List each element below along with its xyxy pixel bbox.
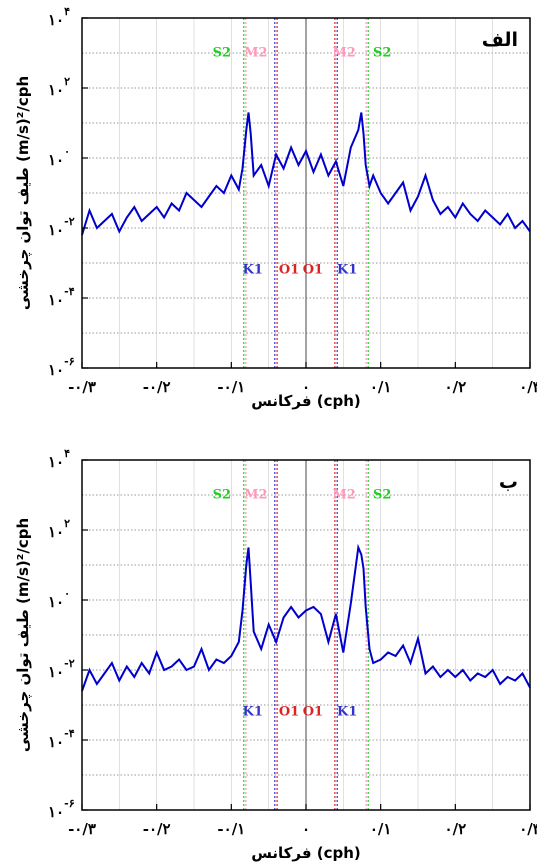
y-tick-exp: ۰ <box>64 145 70 158</box>
constituent-label-s2: S2 <box>373 488 391 503</box>
y-axis-label: طیف توان چرخشی (m/s)²/cph <box>14 518 33 752</box>
y-tick-base: ۱۰ <box>48 151 64 169</box>
y-tick-exp: -۶ <box>64 355 75 368</box>
y-tick-label: ۱۰-۶ <box>48 355 75 379</box>
y-tick-exp: ۲ <box>64 517 70 530</box>
y-tick-base: ۱۰ <box>48 453 64 471</box>
y-tick-base: ۱۰ <box>48 663 64 681</box>
x-tick-label: ۰ <box>302 820 310 838</box>
y-tick-base: ۱۰ <box>48 803 64 821</box>
y-tick-exp: ۰ <box>64 587 70 600</box>
constituent-label-s2: S2 <box>213 488 231 503</box>
y-tick-label: ۱۰۲ <box>48 517 70 541</box>
y-axis-label: طیف توان چرخشی (m/s)²/cph <box>14 76 33 310</box>
y-tick-base: ۱۰ <box>48 221 64 239</box>
spectrum-series-line <box>81 543 531 692</box>
constituent-label-k1: K1 <box>243 263 263 278</box>
y-tick-base: ۱۰ <box>48 523 64 541</box>
constituent-label-m2: M2 <box>332 46 355 61</box>
y-tick-label: ۱۰-۲ <box>48 657 75 681</box>
constituent-label-o1: O1 <box>279 705 299 720</box>
y-tick-exp: ۴ <box>64 447 70 460</box>
x-tick-label: ۰/۲ <box>445 378 467 396</box>
panel-label: ب <box>499 471 518 493</box>
x-tick-label: -۰/۱ <box>217 820 245 838</box>
y-tick-label: ۱۰۰ <box>48 587 70 611</box>
panel-label: الف <box>482 29 518 51</box>
constituent-label-o1: O1 <box>303 705 323 720</box>
y-tick-label: ۱۰-۶ <box>48 797 75 821</box>
constituent-label-m2: M2 <box>244 488 267 503</box>
y-tick-label: ۱۰۰ <box>48 145 70 169</box>
x-tick-label: ۰ <box>302 378 310 396</box>
constituent-label-m2: M2 <box>332 488 355 503</box>
constituent-label-o1: O1 <box>303 263 323 278</box>
x-tick-label: ۰/۲ <box>445 820 467 838</box>
y-tick-base: ۱۰ <box>48 81 64 99</box>
y-tick-label: ۱۰۲ <box>48 75 70 99</box>
constituent-label-o1: O1 <box>279 263 299 278</box>
y-tick-exp: -۴ <box>64 727 75 740</box>
y-tick-label: ۱۰-۲ <box>48 215 75 239</box>
x-tick-label: -۰/۳ <box>68 820 96 838</box>
y-tick-exp: -۲ <box>64 657 75 670</box>
y-tick-label: ۱۰۴ <box>48 447 70 471</box>
x-axis-label: فرکانس (cph) <box>251 392 361 410</box>
constituent-label-s2: S2 <box>213 46 231 61</box>
x-tick-label: -۰/۳ <box>68 378 96 396</box>
spectrum-series-line <box>81 112 531 236</box>
y-tick-exp: -۶ <box>64 797 75 810</box>
y-tick-exp: ۲ <box>64 75 70 88</box>
y-tick-base: ۱۰ <box>48 11 64 29</box>
y-tick-base: ۱۰ <box>48 361 64 379</box>
y-tick-exp: -۲ <box>64 215 75 228</box>
x-axis-label: فرکانس (cph) <box>251 844 361 862</box>
y-tick-label: ۱۰۴ <box>48 5 70 29</box>
y-tick-exp: ۴ <box>64 5 70 18</box>
x-tick-label: -۰/۱ <box>217 378 245 396</box>
y-tick-base: ۱۰ <box>48 593 64 611</box>
x-tick-label: ۰/۱ <box>370 820 392 838</box>
x-tick-label: ۰/۳ <box>519 820 537 838</box>
constituent-label-k1: K1 <box>337 705 357 720</box>
constituent-label-s2: S2 <box>373 46 391 61</box>
constituent-label-k1: K1 <box>337 263 357 278</box>
y-tick-label: ۱۰-۴ <box>48 727 75 751</box>
x-tick-label: ۰/۱ <box>370 378 392 396</box>
y-tick-base: ۱۰ <box>48 733 64 751</box>
x-tick-label: ۰/۳ <box>519 378 537 396</box>
x-tick-label: -۰/۲ <box>143 820 171 838</box>
y-tick-exp: -۴ <box>64 285 75 298</box>
constituent-label-m2: M2 <box>244 46 267 61</box>
x-tick-label: -۰/۲ <box>143 378 171 396</box>
constituent-label-k1: K1 <box>243 705 263 720</box>
y-tick-label: ۱۰-۴ <box>48 285 75 309</box>
y-tick-base: ۱۰ <box>48 291 64 309</box>
